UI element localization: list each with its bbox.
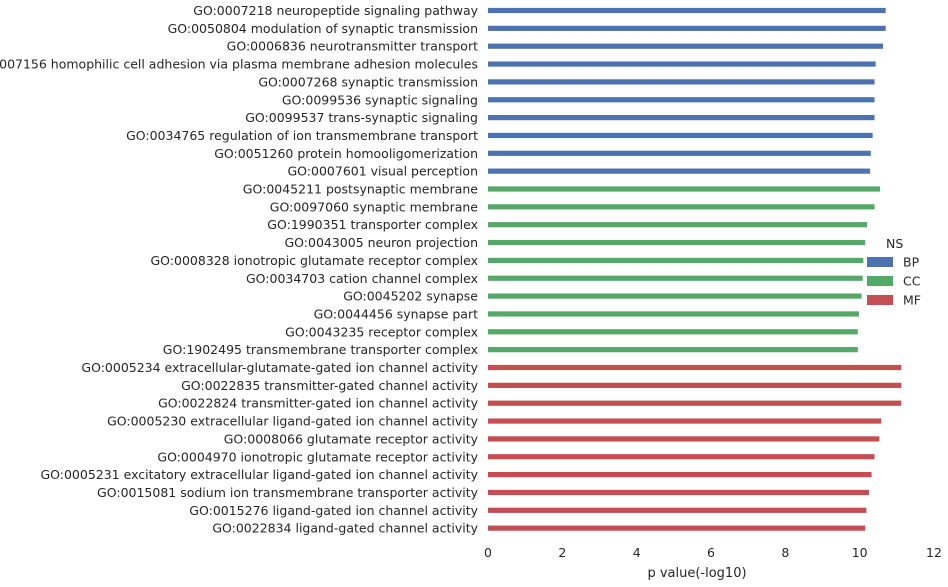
category-label: GO:0007156 homophilic cell adhesion via … bbox=[0, 57, 478, 72]
category-label: GO:0004970 ionotropic glutamate receptor… bbox=[157, 449, 478, 464]
bar-bp bbox=[488, 61, 876, 67]
legend-entries: BP CC MF bbox=[867, 255, 921, 308]
category-label: GO:0008066 glutamate receptor activity bbox=[224, 431, 479, 446]
category-label: GO:0097060 synaptic membrane bbox=[270, 199, 479, 214]
category-label: GO:0099537 trans-synaptic signaling bbox=[245, 110, 478, 125]
category-label: GO:0007268 synaptic transmission bbox=[258, 74, 478, 89]
bar-bp bbox=[488, 25, 886, 31]
category-label: GO:0051260 protein homooligomerization bbox=[214, 146, 478, 161]
bar-cc bbox=[488, 186, 881, 192]
bar-cc bbox=[488, 293, 862, 299]
bar-cc bbox=[488, 311, 859, 317]
legend-swatch bbox=[867, 276, 893, 286]
legend-label: CC bbox=[903, 274, 921, 289]
bar-cc bbox=[488, 275, 863, 281]
category-label: GO:0005234 extracellular-glutamate-gated… bbox=[81, 360, 478, 375]
bar-cc bbox=[488, 222, 868, 228]
category-label: GO:1990351 transporter complex bbox=[267, 217, 478, 232]
x-tick-label: 2 bbox=[558, 545, 566, 560]
category-label: GO:0005230 extracellular ligand-gated io… bbox=[107, 414, 479, 429]
category-label: GO:0022834 ligand-gated channel activity bbox=[212, 521, 478, 536]
category-label: GO:0043005 neuron projection bbox=[284, 235, 478, 250]
legend-swatch bbox=[867, 295, 893, 305]
x-tick-label: 10 bbox=[852, 545, 868, 560]
bar-mf bbox=[488, 400, 902, 406]
x-axis-label: p value(-log10) bbox=[647, 566, 746, 581]
bar-mf bbox=[488, 489, 869, 496]
bar-bp bbox=[488, 43, 884, 49]
x-tick-label: 4 bbox=[633, 545, 641, 560]
x-tick-label: 6 bbox=[707, 545, 715, 560]
category-label: GO:0022835 transmitter-gated channel act… bbox=[181, 378, 478, 393]
bar-mf bbox=[488, 364, 902, 371]
category-label: GO:0008328 ionotropic glutamate receptor… bbox=[151, 253, 479, 268]
bar-cc bbox=[488, 329, 858, 335]
category-labels: GO:0007218 neuropeptide signaling pathwa… bbox=[0, 3, 479, 536]
x-tick-label: 8 bbox=[781, 545, 789, 560]
bar-bp bbox=[488, 97, 875, 103]
category-label: GO:0006836 neurotransmitter transport bbox=[227, 39, 478, 54]
legend-label: BP bbox=[903, 255, 920, 270]
category-label: GO:0007601 visual perception bbox=[287, 164, 478, 179]
category-label: GO:0034765 regulation of ion transmembra… bbox=[126, 128, 478, 143]
category-label: GO:0015276 ligand-gated ion channel acti… bbox=[189, 503, 478, 518]
bar-cc bbox=[488, 204, 875, 210]
bar-mf bbox=[488, 382, 902, 388]
category-label: GO:0050804 modulation of synaptic transm… bbox=[168, 21, 478, 36]
category-label: GO:0005231 excitatory extracellular liga… bbox=[40, 467, 478, 482]
legend: NS BP CC MF bbox=[867, 236, 921, 308]
category-label: GO:1902495 transmembrane transporter com… bbox=[163, 342, 478, 357]
bar-bp bbox=[488, 115, 875, 121]
bars-layer bbox=[488, 7, 902, 531]
x-axis-ticks: 0 2 4 6 8 10 12 bbox=[484, 545, 942, 560]
bar-mf bbox=[488, 525, 866, 531]
bar-mf bbox=[488, 472, 872, 478]
x-tick-label: 0 bbox=[484, 545, 492, 560]
bar-bp bbox=[488, 150, 871, 156]
bar-cc bbox=[488, 257, 864, 263]
legend-title: NS bbox=[886, 236, 903, 251]
category-label: GO:0022824 transmitter-gated ion channel… bbox=[158, 396, 479, 411]
category-label: GO:0045211 postsynaptic membrane bbox=[243, 182, 479, 197]
legend-label: MF bbox=[903, 293, 921, 308]
category-label: GO:0034703 cation channel complex bbox=[246, 271, 478, 286]
x-tick-label: 12 bbox=[926, 545, 942, 560]
category-label: GO:0099536 synaptic signaling bbox=[282, 92, 478, 107]
bar-mf bbox=[488, 507, 867, 513]
bar-mf bbox=[488, 454, 875, 460]
bar-bp bbox=[488, 79, 875, 85]
category-label: GO:0045202 synapse bbox=[343, 289, 478, 304]
bar-cc bbox=[488, 239, 866, 246]
bar-mf bbox=[488, 418, 882, 424]
bar-cc bbox=[488, 347, 858, 353]
legend-swatch bbox=[867, 257, 893, 267]
bar-bp bbox=[488, 7, 886, 14]
category-label: GO:0007218 neuropeptide signaling pathwa… bbox=[193, 3, 478, 18]
bar-bp bbox=[488, 132, 873, 139]
category-label: GO:0015081 sodium ion transmembrane tran… bbox=[97, 485, 479, 500]
bar-bp bbox=[488, 168, 871, 174]
category-label: GO:0044456 synapse part bbox=[314, 306, 478, 321]
bar-mf bbox=[488, 436, 880, 442]
category-label: GO:0043235 receptor complex bbox=[285, 324, 478, 339]
